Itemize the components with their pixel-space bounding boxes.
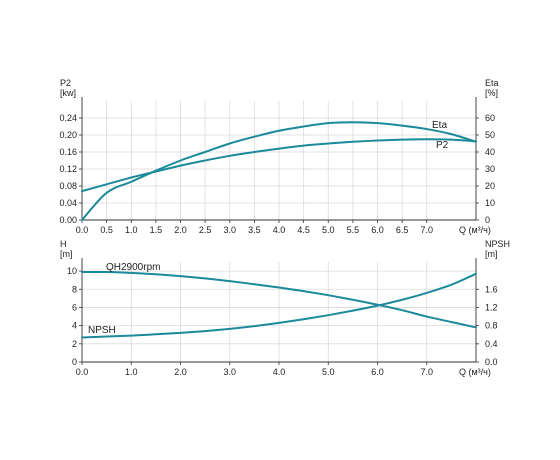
y-left-tick-label: 0.24 [59, 113, 77, 123]
x-tick-label: 3.0 [223, 367, 236, 377]
y-left-axis-label: P2 [60, 78, 71, 88]
y-left-tick-label: 0.00 [59, 215, 77, 225]
y-right-tick-label: 0.4 [485, 339, 498, 349]
y-right-tick-label: 0.0 [485, 357, 498, 367]
x-tick-label: 2.0 [174, 225, 187, 235]
y-left-tick-label: 0 [72, 357, 77, 367]
series-label-npsh: NPSH [88, 325, 116, 336]
x-tick-label: 4.0 [273, 225, 286, 235]
y-right-tick-label: 30 [485, 164, 495, 174]
y-left-tick-label: 6 [72, 302, 77, 312]
series-line-p2 [81, 138, 477, 193]
x-tick-label: 7.0 [420, 367, 433, 377]
y-left-tick-label: 10 [67, 266, 77, 276]
y-right-tick-label: 20 [485, 181, 495, 191]
y-right-tick-label: 1.2 [485, 302, 498, 312]
x-tick-label: 7.0 [420, 225, 433, 235]
x-tick-label: 0.0 [76, 367, 89, 377]
x-tick-label: 4.5 [297, 225, 310, 235]
y-right-axis-label: Eta [485, 78, 499, 88]
y-right-tick-label: 10 [485, 198, 495, 208]
x-axis-label: Q (м³/ч) [459, 225, 491, 235]
y-right-tick-label: 40 [485, 147, 495, 157]
series-label-qh: QH2900rpm [106, 262, 160, 273]
y-right-axis-label: [m] [485, 249, 498, 259]
x-tick-label: 4.0 [273, 367, 286, 377]
y-right-axis-label: [%] [485, 88, 498, 98]
x-axis-label: Q (м³/ч) [459, 367, 491, 377]
series-label-p2: P2 [436, 140, 449, 151]
x-tick-label: 0.5 [100, 225, 113, 235]
x-tick-label: 2.0 [174, 367, 187, 377]
x-tick-label: 2.5 [199, 225, 212, 235]
x-tick-label: 3.0 [223, 225, 236, 235]
y-left-tick-label: 0.20 [59, 130, 77, 140]
x-tick-label: 3.5 [248, 225, 261, 235]
x-tick-label: 1.0 [125, 367, 138, 377]
y-left-axis-label: [m] [60, 249, 73, 259]
y-right-axis-label: NPSH [485, 239, 510, 249]
x-tick-label: 1.0 [125, 225, 138, 235]
x-tick-label: 6.5 [396, 225, 409, 235]
y-left-tick-label: 0.08 [59, 181, 77, 191]
y-left-tick-label: 0.12 [59, 164, 77, 174]
x-tick-label: 0.0 [76, 225, 89, 235]
y-left-tick-label: 4 [72, 321, 77, 331]
y-left-axis-label: [kw] [60, 88, 76, 98]
x-tick-label: 5.0 [322, 367, 335, 377]
series-label-eta: Eta [432, 120, 447, 131]
y-right-tick-label: 0 [485, 215, 490, 225]
y-left-axis-label: H [60, 239, 67, 249]
y-left-tick-label: 8 [72, 284, 77, 294]
y-right-tick-label: 0.8 [485, 321, 498, 331]
x-tick-label: 5.0 [322, 225, 335, 235]
y-right-tick-label: 50 [485, 130, 495, 140]
y-left-tick-label: 0.04 [59, 198, 77, 208]
y-right-tick-label: 1.6 [485, 284, 498, 294]
series-line-qh2900rpm [81, 270, 477, 329]
series-line-npsh [81, 272, 477, 339]
x-tick-label: 5.5 [347, 225, 360, 235]
x-tick-label: 6.0 [371, 225, 384, 235]
y-right-tick-label: 60 [485, 113, 495, 123]
x-tick-label: 1.5 [150, 225, 163, 235]
x-tick-label: 6.0 [371, 367, 384, 377]
y-left-tick-label: 2 [72, 339, 77, 349]
y-left-tick-label: 0.16 [59, 147, 77, 157]
